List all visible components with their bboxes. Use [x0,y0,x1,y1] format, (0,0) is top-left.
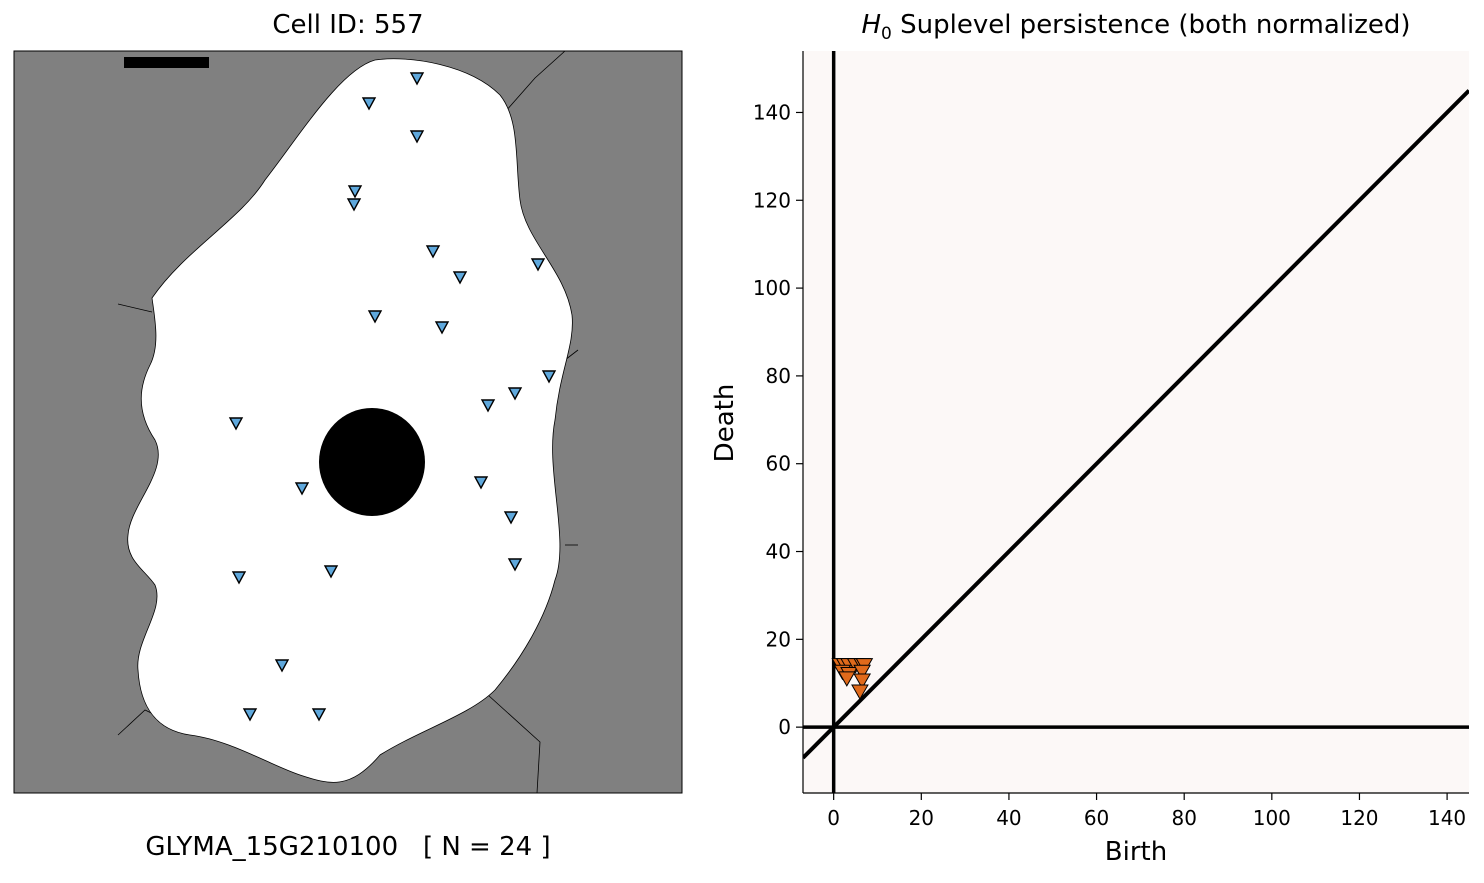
transcript-marker-icon [294,482,310,496]
persistence-diagram: 0 20 40 60 80 100 120 140 0 20 40 60 80 100 120 140 Bi… [710,51,1469,867]
x-tick-label: 0 [827,806,840,830]
persistence-point [853,664,872,681]
transcript-marker-icon [507,558,523,572]
gene-caption: GLYMA_15G210100 [ N = 24 ] [14,832,682,862]
chart-title-subscript: 0 [881,24,892,45]
gene-name: GLYMA_15G210100 [145,832,399,862]
transcript-marker-icon [228,417,244,431]
transcript-marker-icon [473,476,489,490]
transcript-marker-icon [231,571,247,585]
transcript-marker-icon [425,245,441,259]
y-tick-label: 140 [753,100,791,124]
persistence-points [831,658,874,701]
y-tick-label: 20 [766,627,791,651]
transcript-marker-icon [434,321,450,335]
x-tick-label: 60 [1084,806,1109,830]
transcript-marker-icon [367,310,383,324]
cell-title: Cell ID: 557 [272,10,424,40]
x-tick-label: 40 [996,806,1021,830]
persistence-point [837,671,856,687]
nucleus [319,408,425,516]
transcript-marker-icon [503,511,519,525]
x-tick-label: 100 [1253,806,1291,830]
y-tick-label: 100 [753,276,791,300]
y-axis-ticks: 0 20 40 60 80 100 120 140 [753,100,803,739]
cell-image-frame [13,50,683,794]
persistence-point [851,684,869,701]
y-tick-label: 80 [766,364,791,388]
diagonal-line [803,89,1469,760]
y-tick-label: 40 [766,540,791,564]
transcript-marker-icon [347,185,363,199]
transcript-marker-icon [452,271,468,285]
persistence-point [853,673,872,690]
transcript-marker-icon [409,130,425,144]
chart-title-math: H [861,10,882,40]
transcript-markers [228,72,557,722]
x-axis-label: Birth [1105,837,1167,867]
y-tick-label: 120 [753,188,791,212]
transcript-marker-icon [242,708,258,722]
transcript-marker-icon [274,659,290,673]
chart-title: H0 Suplevel persistence (both normalized… [803,10,1469,44]
x-axis-ticks: 0 20 40 60 80 100 120 140 [827,793,1466,830]
transcript-marker-icon [507,387,523,401]
transcript-count: [ N = 24 ] [422,832,551,862]
y-tick-label: 60 [766,452,791,476]
x-tick-label: 20 [909,806,934,830]
y-tick-label: 0 [778,715,791,739]
transcript-marker-icon [409,72,425,86]
x-tick-label: 140 [1428,806,1466,830]
scale-bar [124,57,209,68]
transcript-marker-icon [361,97,377,111]
plot-spines [802,51,1469,794]
chart-title-text: Suplevel persistence (both normalized) [891,10,1411,40]
x-tick-label: 120 [1340,806,1378,830]
cell-image-panel [13,50,683,794]
y-axis-label: Death [710,384,740,463]
transcript-marker-icon [323,565,339,579]
transcript-marker-icon [346,198,362,212]
transcript-marker-icon [311,708,327,722]
x-tick-label: 80 [1171,806,1196,830]
transcript-marker-icon [480,399,496,413]
transcript-marker-icon [541,370,557,384]
transcript-marker-icon [530,258,546,272]
